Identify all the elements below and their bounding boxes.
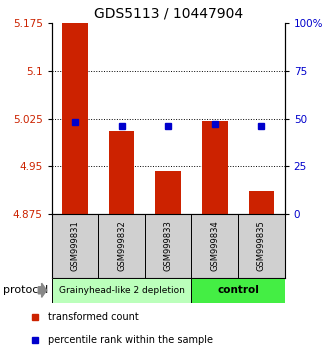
Text: transformed count: transformed count [48,312,139,321]
Bar [248,190,274,214]
Bar [98,214,145,278]
Text: control: control [217,285,259,295]
Bar [202,120,228,214]
Text: GSM999831: GSM999831 [70,221,80,272]
Text: Grainyhead-like 2 depletion: Grainyhead-like 2 depletion [59,286,184,295]
FancyArrow shape [38,283,47,297]
Bar [191,214,238,278]
Bar [191,278,285,303]
Text: protocol: protocol [3,285,49,295]
Bar [109,131,134,214]
Text: GSM999835: GSM999835 [257,221,266,272]
Bar [155,171,181,214]
Bar [145,214,191,278]
Text: GSM999832: GSM999832 [117,221,126,272]
Text: percentile rank within the sample: percentile rank within the sample [48,335,213,345]
Bar [52,214,98,278]
Title: GDS5113 / 10447904: GDS5113 / 10447904 [94,6,243,21]
Text: GSM999834: GSM999834 [210,221,219,272]
Text: GSM999833: GSM999833 [164,221,173,272]
Bar [238,214,285,278]
Bar [52,278,191,303]
Bar [62,23,88,214]
